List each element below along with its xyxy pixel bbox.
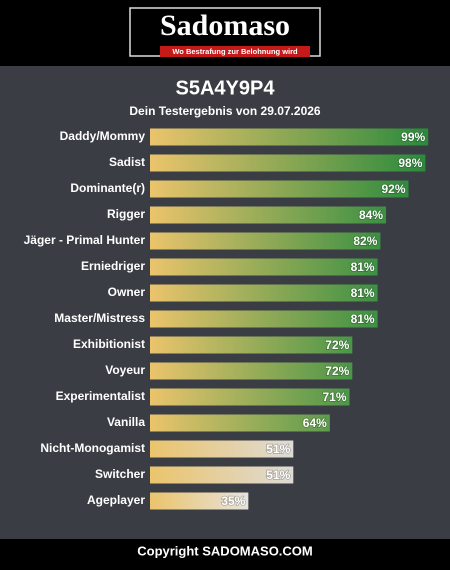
value-label: 82% <box>353 234 377 248</box>
category-label: Nicht-Monogamist <box>40 441 145 455</box>
category-label: Owner <box>108 285 146 299</box>
category-label: Rigger <box>107 207 145 221</box>
value-label: 64% <box>303 416 327 430</box>
logo: Sadomaso Wo Bestrafung zur Belohnung wir… <box>129 7 321 57</box>
bar <box>150 440 294 458</box>
bar <box>150 336 353 354</box>
value-label: 81% <box>351 312 375 326</box>
value-label: 51% <box>266 442 290 456</box>
value-label: 72% <box>325 338 349 352</box>
value-label: 92% <box>381 182 405 196</box>
value-label: 72% <box>325 364 349 378</box>
bar <box>150 154 426 172</box>
bar <box>150 180 409 198</box>
value-label: 35% <box>221 494 245 508</box>
value-label: 81% <box>351 260 375 274</box>
category-label: Master/Mistress <box>54 311 145 325</box>
chart-subtitle: Dein Testergebnis von 29.07.2026 <box>129 104 321 118</box>
bar <box>150 258 378 276</box>
value-label: 84% <box>359 208 383 222</box>
bar <box>150 206 387 224</box>
bar <box>150 310 378 328</box>
logo-text: Sadomaso <box>160 9 290 42</box>
tagline: Wo Bestrafung zur Belohnung wird <box>172 47 298 56</box>
value-label: 81% <box>351 286 375 300</box>
copyright: Copyright SADOMASO.COM <box>137 543 313 558</box>
category-label: Sadist <box>109 155 145 169</box>
bar <box>150 128 429 146</box>
bar <box>150 466 294 484</box>
bar <box>150 362 353 380</box>
category-label: Jäger - Primal Hunter <box>24 233 146 247</box>
category-label: Ageplayer <box>87 493 145 507</box>
category-label: Daddy/Mommy <box>60 129 146 143</box>
bar <box>150 414 330 432</box>
bar <box>150 284 378 302</box>
value-label: 51% <box>266 468 290 482</box>
category-label: Exhibitionist <box>73 337 145 351</box>
bar <box>150 232 381 250</box>
category-label: Experimentalist <box>56 389 145 403</box>
category-label: Dominante(r) <box>70 181 145 195</box>
category-label: Voyeur <box>105 363 145 377</box>
bar <box>150 388 350 406</box>
value-label: 99% <box>401 130 425 144</box>
value-label: 71% <box>322 390 346 404</box>
value-label: 98% <box>398 156 422 170</box>
category-label: Switcher <box>95 467 145 481</box>
bar <box>150 492 249 510</box>
category-label: Vanilla <box>107 415 145 429</box>
chart-title: S5A4Y9P4 <box>176 77 276 99</box>
category-label: Erniedriger <box>81 259 145 273</box>
